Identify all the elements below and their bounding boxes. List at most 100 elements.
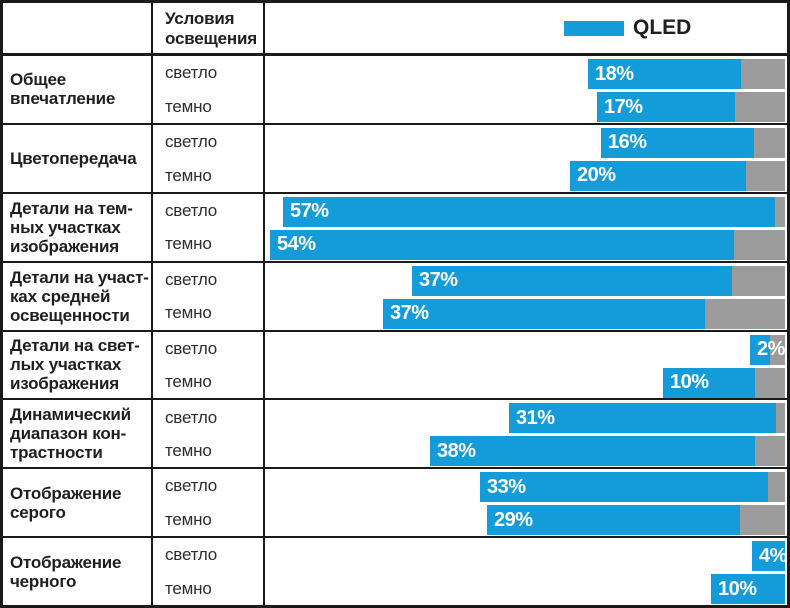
- bar-tail: [740, 505, 785, 536]
- header-legend-cell: QLED: [265, 3, 787, 53]
- bar-value-label: 10%: [718, 577, 757, 600]
- bar-row-dark: 38%: [265, 436, 787, 467]
- bar-row-light: 33%: [265, 472, 787, 503]
- bar-row-light: 37%: [265, 265, 787, 296]
- bar-value-label: 17%: [604, 95, 643, 118]
- table-row: Отображение черного светло темно 4% 10%: [3, 536, 787, 605]
- bar-tail: [741, 59, 785, 89]
- bar-row-dark: 10%: [265, 367, 787, 398]
- qled-bar: 10%: [711, 574, 785, 605]
- bars-cell: 4% 10%: [265, 538, 787, 605]
- bar-row-dark: 20%: [265, 160, 787, 191]
- bar-value-label: 37%: [419, 269, 458, 292]
- lighting-condition-cell: светло темно: [153, 469, 265, 537]
- lighting-condition-cell: светло темно: [153, 124, 265, 192]
- category-label: Детали на участ- ках средней освещенност…: [10, 267, 149, 325]
- table-row: Отображение серого светло темно 33% 29%: [3, 467, 787, 537]
- bar-row-dark: 54%: [265, 229, 787, 260]
- category-label: Динамический диапазон кон- трастности: [10, 405, 131, 463]
- table-row: Детали на тем- ных участках изображения …: [3, 191, 787, 261]
- qled-bar: 37%: [412, 265, 732, 296]
- table-row: Цветопередача светло темно 16% 20%: [3, 122, 787, 192]
- bars-cell: 18% 17%: [265, 56, 787, 123]
- category-cell: Отображение черного: [3, 538, 153, 605]
- bar-row-light: 2%: [265, 334, 787, 365]
- bar-row-light: 18%: [265, 59, 787, 89]
- lighting-condition-cell: светло темно: [153, 331, 265, 399]
- table-row: Общее впечатление светло темно 18% 17%: [3, 56, 787, 123]
- bar-row-light: 31%: [265, 403, 787, 434]
- condition-label-dark: темно: [165, 372, 212, 392]
- bar-value-label: 37%: [390, 302, 429, 325]
- table-header-row: Условия освещения QLED: [3, 3, 787, 56]
- bar-value-label: 29%: [494, 508, 533, 531]
- bar-value-label: 10%: [670, 371, 709, 393]
- bar-row-dark: 10%: [265, 574, 787, 605]
- qled-bar: 31%: [509, 403, 776, 434]
- qled-bar: 29%: [487, 505, 740, 536]
- bar-value-label: 31%: [516, 406, 555, 429]
- bar-row-light: 4%: [265, 541, 787, 572]
- legend: QLED: [564, 3, 691, 53]
- condition-label-dark: темно: [165, 578, 212, 598]
- qled-bar: 2%: [750, 334, 785, 365]
- category-label: Общее впечатление: [10, 70, 116, 109]
- bar-value-label: 38%: [437, 439, 476, 462]
- bar-value-label: 2%: [757, 338, 785, 360]
- bar-row-light: 16%: [265, 127, 787, 158]
- bars-cell: 31% 38%: [265, 400, 787, 467]
- bar-tail: [735, 92, 785, 122]
- bar-tail: [770, 334, 785, 365]
- header-lighting-conditions-cell: Условия освещения: [153, 3, 265, 53]
- category-cell: Детали на тем- ных участках изображения: [3, 193, 153, 261]
- lighting-condition-cell: светло темно: [153, 538, 265, 605]
- legend-label: QLED: [633, 16, 692, 39]
- condition-label-light: светло: [165, 545, 218, 565]
- qled-bar: 54%: [270, 229, 734, 260]
- condition-label-light: светло: [165, 63, 218, 83]
- category-label: Детали на тем- ных участках изображения: [10, 198, 133, 256]
- category-cell: Общее впечатление: [3, 56, 153, 123]
- bar-tail: [754, 127, 785, 158]
- bar-tail: [746, 160, 785, 191]
- bar-tail: [755, 436, 785, 467]
- bars-cell: 33% 29%: [265, 469, 787, 536]
- bar-value-label: 18%: [595, 62, 634, 85]
- bar-row-light: 57%: [265, 196, 787, 227]
- bar-value-label: 4%: [759, 544, 787, 567]
- condition-label-dark: темно: [165, 303, 212, 323]
- bar-value-label: 33%: [487, 475, 526, 498]
- condition-label-light: светло: [165, 132, 218, 152]
- qled-bar: 10%: [663, 367, 755, 398]
- bar-tail: [734, 229, 785, 260]
- condition-label-light: светло: [165, 200, 218, 220]
- qled-bar: 18%: [588, 59, 741, 89]
- category-cell: Детали на свет- лых участках изображения: [3, 331, 153, 399]
- category-cell: Цветопередача: [3, 124, 153, 192]
- lighting-condition-cell: светло темно: [153, 400, 265, 468]
- lighting-condition-cell: светло темно: [153, 262, 265, 330]
- category-label: Отображение серого: [10, 483, 122, 522]
- category-cell: Отображение серого: [3, 469, 153, 537]
- qled-bar: 4%: [752, 541, 787, 572]
- bars-cell: 57% 54%: [265, 194, 787, 261]
- bar-tail: [705, 298, 785, 329]
- header-empty-cell: [3, 3, 153, 53]
- table-row: Детали на свет- лых участках изображения…: [3, 329, 787, 399]
- table-row: Динамический диапазон кон- трастности св…: [3, 398, 787, 468]
- lighting-condition-cell: светло темно: [153, 193, 265, 261]
- qled-bar: 17%: [597, 92, 735, 122]
- bar-tail: [775, 196, 785, 227]
- condition-label-dark: темно: [165, 234, 212, 254]
- condition-label-light: светло: [165, 338, 218, 358]
- table-row: Детали на участ- ках средней освещенност…: [3, 260, 787, 330]
- lighting-conditions-header: Условия освещения: [165, 9, 257, 48]
- legend-swatch-icon: [564, 20, 624, 36]
- lighting-condition-cell: светло темно: [153, 56, 265, 123]
- bars-cell: 2% 10%: [265, 332, 787, 399]
- bars-cell: 16% 20%: [265, 125, 787, 192]
- bar-row-dark: 37%: [265, 298, 787, 329]
- bar-value-label: 16%: [608, 131, 647, 154]
- bar-row-dark: 17%: [265, 92, 787, 122]
